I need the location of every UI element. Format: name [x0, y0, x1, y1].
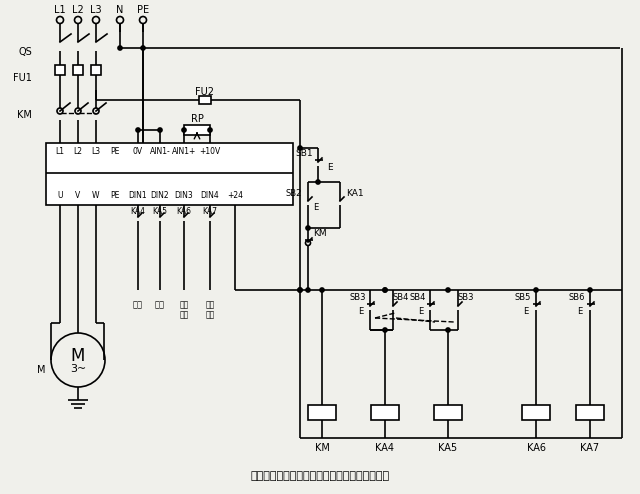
Text: KM: KM: [313, 230, 327, 239]
Circle shape: [306, 288, 310, 292]
Text: E: E: [524, 306, 529, 316]
Text: KA6: KA6: [527, 443, 545, 453]
Text: KA7: KA7: [202, 206, 218, 215]
Text: 正转: 正转: [133, 300, 143, 310]
Circle shape: [208, 128, 212, 132]
Text: DIN2: DIN2: [150, 192, 170, 201]
Bar: [73, 65, 83, 75]
Text: KA6: KA6: [177, 206, 191, 215]
Text: KA7: KA7: [580, 443, 600, 453]
Bar: [91, 65, 101, 75]
Circle shape: [118, 46, 122, 50]
Text: SB3: SB3: [458, 292, 474, 301]
Text: KM: KM: [17, 110, 32, 120]
Text: L1: L1: [56, 147, 65, 156]
Text: E: E: [314, 203, 319, 211]
Text: +10V: +10V: [200, 147, 221, 156]
Text: L3: L3: [92, 147, 100, 156]
Text: E: E: [577, 306, 582, 316]
Text: DIN1: DIN1: [129, 192, 147, 201]
Text: V: V: [76, 192, 81, 201]
Circle shape: [383, 288, 387, 292]
Bar: [55, 65, 65, 75]
Text: KA4: KA4: [131, 206, 145, 215]
Bar: [371, 405, 399, 420]
Text: SB2: SB2: [285, 189, 302, 198]
Bar: [184, 125, 210, 135]
Text: SB3: SB3: [349, 292, 366, 301]
Circle shape: [141, 46, 145, 50]
Text: 使用变频器的异步电动机可逆调速系统控制线路: 使用变频器的异步电动机可逆调速系统控制线路: [250, 471, 390, 481]
Text: 反向
点动: 反向 点动: [205, 300, 214, 320]
Bar: [308, 405, 336, 420]
Text: SB5: SB5: [515, 292, 531, 301]
Text: FU2: FU2: [195, 87, 214, 97]
Text: DIN3: DIN3: [175, 192, 193, 201]
Circle shape: [158, 128, 162, 132]
Circle shape: [298, 146, 302, 150]
Text: KA4: KA4: [376, 443, 394, 453]
Bar: [576, 405, 604, 420]
Circle shape: [383, 288, 387, 292]
Circle shape: [298, 288, 302, 292]
Text: 反转: 反转: [155, 300, 165, 310]
Text: SB1: SB1: [296, 149, 313, 158]
Circle shape: [316, 180, 320, 184]
Text: U: U: [57, 192, 63, 201]
Text: L2: L2: [74, 147, 83, 156]
Bar: [522, 405, 550, 420]
Circle shape: [306, 226, 310, 230]
Text: AIN1+: AIN1+: [172, 147, 196, 156]
Text: KA1: KA1: [346, 189, 364, 198]
Text: PE: PE: [110, 147, 120, 156]
Text: KA5: KA5: [152, 206, 168, 215]
Text: 0V: 0V: [133, 147, 143, 156]
Text: FU1: FU1: [13, 73, 32, 83]
Text: L2: L2: [72, 5, 84, 15]
Text: DIN4: DIN4: [200, 192, 220, 201]
Text: W: W: [92, 192, 100, 201]
Text: SB4: SB4: [410, 292, 426, 301]
Circle shape: [298, 288, 302, 292]
Text: E: E: [419, 306, 424, 316]
Text: E: E: [327, 163, 333, 171]
Circle shape: [136, 128, 140, 132]
Circle shape: [588, 288, 592, 292]
Circle shape: [383, 328, 387, 332]
Text: M: M: [71, 347, 85, 365]
Bar: [434, 405, 462, 420]
Text: SB6: SB6: [568, 292, 585, 301]
Circle shape: [534, 288, 538, 292]
Text: SB4: SB4: [393, 292, 409, 301]
Text: RP: RP: [191, 114, 204, 124]
Circle shape: [446, 328, 450, 332]
Text: +24: +24: [227, 192, 243, 201]
Text: KA5: KA5: [438, 443, 458, 453]
Text: 正向
点动: 正向 点动: [179, 300, 189, 320]
Bar: [46, 143, 293, 205]
Circle shape: [182, 128, 186, 132]
Bar: [199, 96, 211, 104]
Text: QS: QS: [19, 47, 32, 57]
Text: PE: PE: [110, 192, 120, 201]
Text: L3: L3: [90, 5, 102, 15]
Text: L1: L1: [54, 5, 66, 15]
Text: 3~: 3~: [70, 364, 86, 374]
Text: E: E: [358, 306, 364, 316]
Text: KM: KM: [315, 443, 330, 453]
Text: N: N: [116, 5, 124, 15]
Circle shape: [446, 288, 450, 292]
Text: PE: PE: [137, 5, 149, 15]
Text: M: M: [38, 365, 46, 375]
Circle shape: [320, 288, 324, 292]
Text: AIN1-: AIN1-: [150, 147, 170, 156]
